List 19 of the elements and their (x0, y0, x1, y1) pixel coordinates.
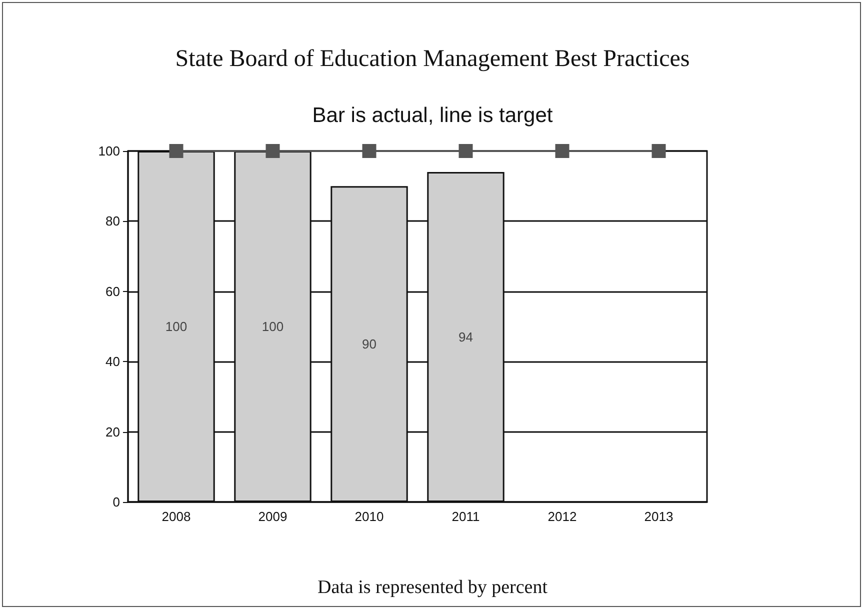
y-tick-label: 0 (112, 494, 120, 510)
x-tick-label: 2012 (548, 509, 577, 524)
chart-title: State Board of Education Management Best Practices (175, 46, 690, 72)
chart-subtitle: Bar is actual, line is target (312, 104, 553, 127)
data-label: 100 (165, 319, 188, 334)
x-tick-label: 2010 (354, 509, 384, 524)
x-tick-label: 2013 (644, 509, 674, 524)
x-tick-label: 2009 (258, 509, 288, 524)
y-tick-label: 60 (106, 284, 120, 299)
data-label: 100 (262, 319, 284, 334)
y-tick-label: 40 (106, 354, 120, 370)
x-tick-label: 2008 (162, 509, 191, 524)
x-tick-label: 2011 (452, 509, 480, 524)
data-label: 90 (362, 336, 376, 352)
y-tick-label: 80 (106, 214, 120, 229)
y-tick-label: 20 (106, 424, 120, 440)
data-label: 94 (458, 330, 473, 345)
y-tick-label: 100 (98, 144, 120, 158)
text: Data is represented by percent (318, 577, 548, 598)
